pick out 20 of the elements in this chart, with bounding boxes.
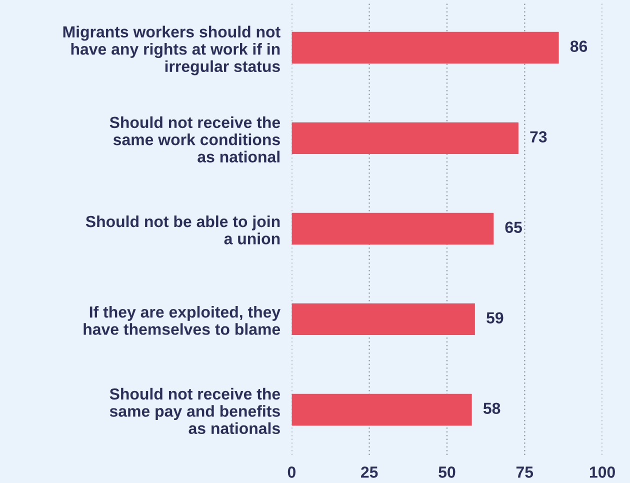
data-label: 58	[483, 402, 500, 414]
data-label: 73	[530, 131, 547, 142]
bar	[292, 303, 475, 336]
x-tick-label: 50	[438, 466, 456, 478]
y-tick-label: Should not be able to join a union	[86, 215, 280, 244]
x-tick-label: 100	[590, 466, 615, 478]
bar	[292, 212, 494, 245]
x-tick-label: 75	[516, 466, 534, 478]
data-label: 86	[570, 40, 588, 52]
y-tick-label: Migrants workers should not have any rights at work if in irregular status	[63, 26, 280, 76]
bar	[292, 394, 472, 426]
y-tick-label: Should not receive the same work conditions as national	[110, 116, 280, 162]
y-tick-label: If they are exploited, they have themselves to blame	[84, 306, 281, 335]
bar	[292, 122, 518, 154]
data-label: 59	[486, 312, 504, 324]
data-label: 65	[505, 222, 522, 233]
y-tick-label: Should not receive the same pay and benefits as nationals	[110, 388, 280, 434]
bar	[292, 32, 559, 64]
x-tick-label: 0	[288, 466, 296, 478]
x-tick-label: 25	[361, 466, 378, 478]
